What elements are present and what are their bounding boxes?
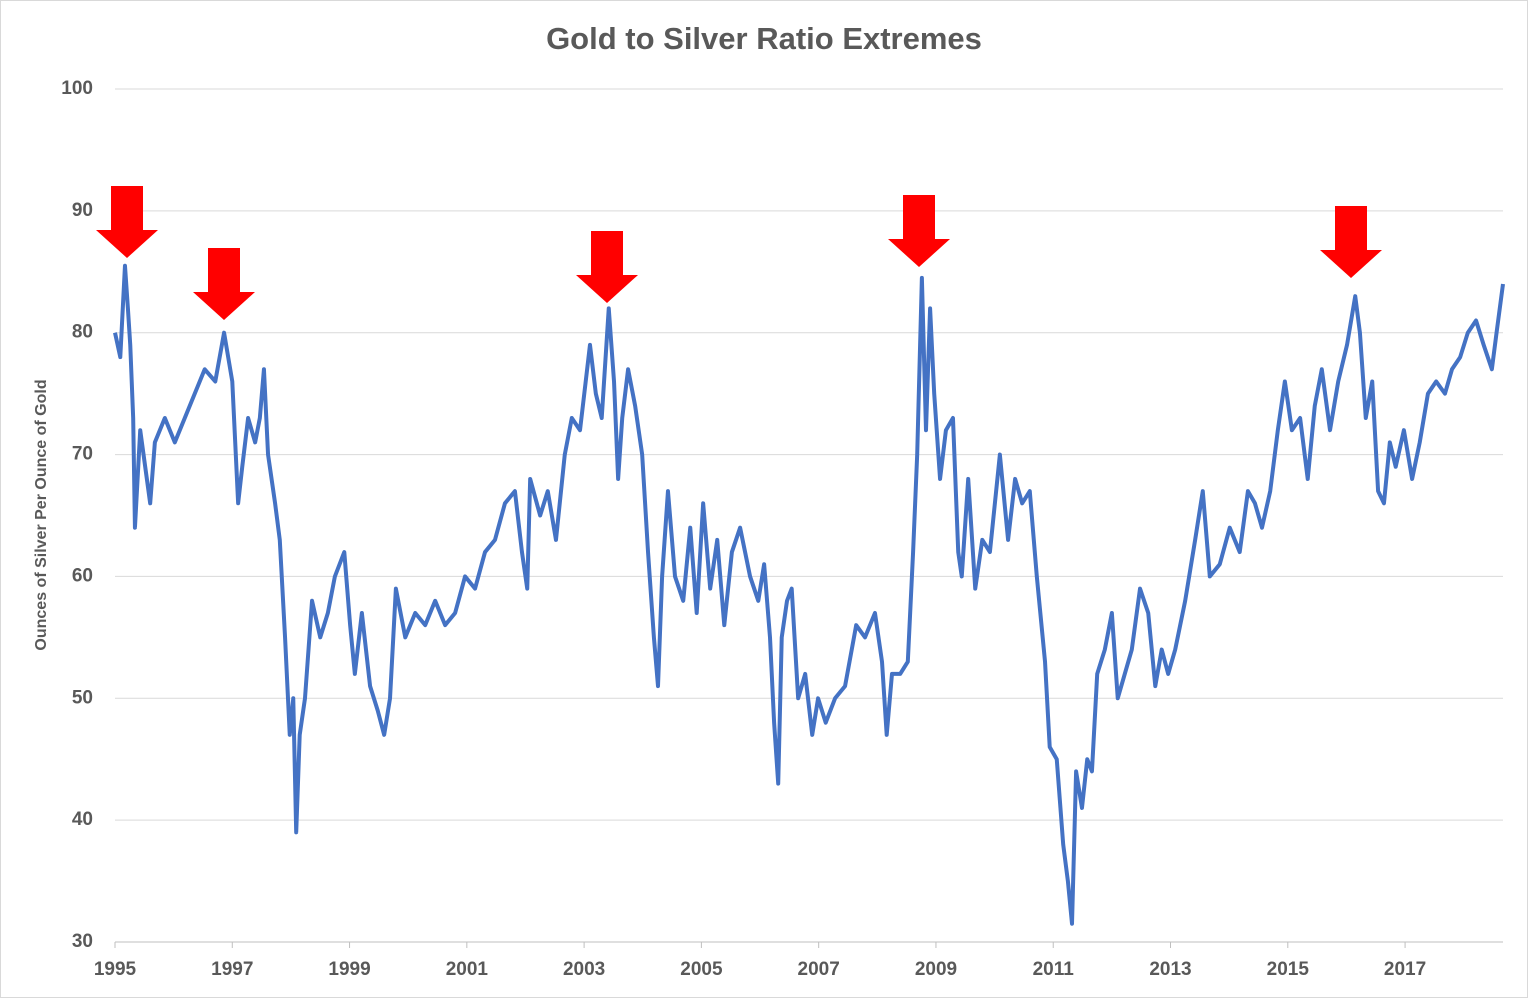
arrow xyxy=(576,231,638,303)
arrows xyxy=(96,186,1382,320)
x-tick-label: 2005 xyxy=(680,959,723,980)
y-tick-label: 40 xyxy=(72,809,93,830)
y-tick-label: 90 xyxy=(72,200,93,221)
y-tick-label: 50 xyxy=(72,687,93,708)
arrow xyxy=(1320,206,1382,278)
x-tick-label: 2011 xyxy=(1033,959,1075,980)
y-tick-label: 30 xyxy=(72,931,93,952)
x-tick-label: 2017 xyxy=(1384,959,1426,980)
line-series xyxy=(113,263,1505,926)
y-axis-label: Ounces of Silver Per Ounce of Gold xyxy=(33,379,50,650)
y-tick-label: 70 xyxy=(72,444,93,465)
plot-area xyxy=(113,263,1505,926)
x-tick-label: 2015 xyxy=(1267,959,1310,980)
x-tick-label: 2003 xyxy=(563,959,605,980)
arrow xyxy=(96,186,158,258)
grid: 30 40 50 60 70 80 90 100 1995 1997 1999 2001 2003 200… xyxy=(61,78,1503,980)
x-tick-label: 2007 xyxy=(798,959,840,980)
x-tick-label: 1995 xyxy=(94,959,137,980)
y-tick-label: 100 xyxy=(61,78,93,99)
arrow xyxy=(193,248,255,320)
arrow xyxy=(888,195,950,267)
y-tick-label: 60 xyxy=(72,565,93,586)
x-tick-label: 2001 xyxy=(446,959,489,980)
x-tick-label: 2013 xyxy=(1149,959,1191,980)
x-tick-label: 2009 xyxy=(915,959,957,980)
x-tick-label: 1997 xyxy=(211,959,253,980)
y-tick-label: 80 xyxy=(72,322,93,343)
chart-title: Gold to Silver Ratio Extremes xyxy=(546,21,982,56)
x-tick-label: 1999 xyxy=(328,959,370,980)
